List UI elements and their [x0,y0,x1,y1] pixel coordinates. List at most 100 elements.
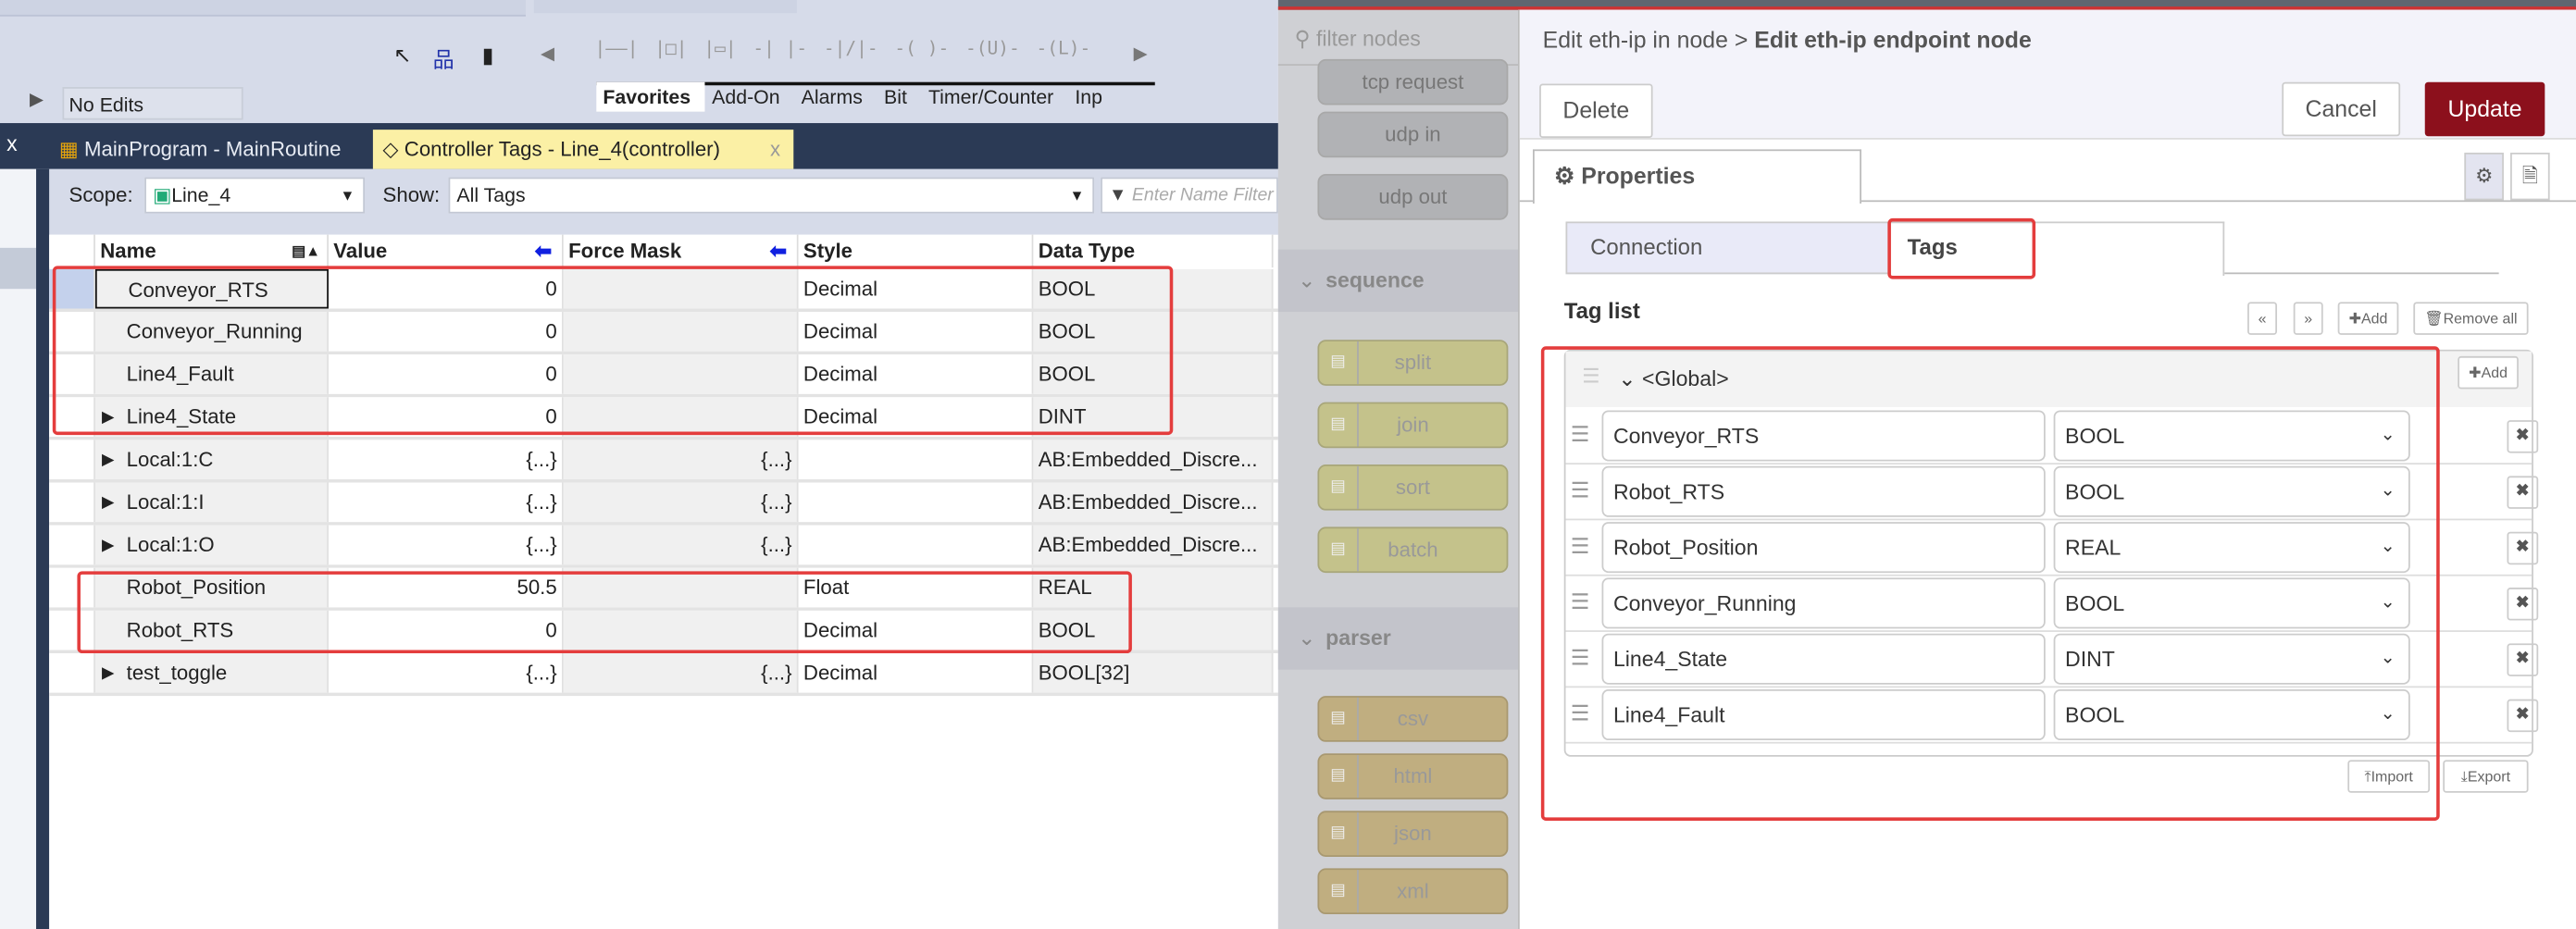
ladder-instruction-icon[interactable]: -( )- [894,37,950,59]
expand-triangle-icon[interactable]: ▶ [102,408,115,427]
palette-tab[interactable]: Add-On [712,85,780,109]
cell-value[interactable]: {...} [328,440,564,479]
cell-value[interactable]: 0 [328,397,564,437]
cell-style[interactable]: Decimal [798,397,1034,437]
tag-name-input[interactable]: Line4_State [1601,633,2046,685]
breadcrumb[interactable]: Edit eth-ip in node > [1542,26,1748,53]
ladder-instruction-icon[interactable]: |——| [594,37,639,59]
group-header[interactable]: ☰ ⌄ <Global> ✚Add [1565,351,2532,407]
drag-handle-icon[interactable]: ☰ [1570,588,1590,614]
tab-tags[interactable]: Tags [1889,221,2225,277]
palette-node[interactable]: tcp request [1317,58,1509,105]
table-row[interactable]: Line4_State 0 Decimal DINT ▶ [49,397,1278,440]
palette-tab[interactable]: Favorites [596,81,706,112]
tag-type-select[interactable]: BOOL ⌄ [2053,689,2410,741]
tag-type-select[interactable]: REAL ⌄ [2053,522,2410,574]
controller-icon[interactable]: ▮ [481,43,494,68]
sort-ascending-icon[interactable]: ▤▲ [292,242,321,260]
ladder-instruction-icon[interactable]: -| |- [753,37,808,59]
remove-tag-button[interactable]: ✖ [2507,643,2539,676]
cell-style[interactable]: Decimal [798,610,1034,650]
palette-node[interactable]: ▤ csv [1317,696,1509,742]
expand-triangle-icon[interactable]: ▶ [102,537,115,555]
tag-name-input[interactable]: Conveyor_RTS [1601,410,2046,462]
cell-value[interactable]: {...} [328,653,564,693]
pane-divider[interactable] [36,168,50,929]
drag-handle-icon[interactable]: ☰ [1570,645,1590,670]
tag-type-select[interactable]: BOOL ⌄ [2053,577,2410,629]
cell-style[interactable] [798,440,1034,479]
ladder-instruction-icon[interactable]: -|/|- [823,37,878,59]
document-icon[interactable]: 🗎 [2510,152,2550,201]
tab-controller-tags[interactable]: ◇ Controller Tags - Line_4(controller) x [372,130,794,169]
expand-all-icon[interactable]: » [2293,302,2323,335]
scroll-left-icon[interactable]: ◀ [540,43,554,65]
tag-name-input[interactable]: Robot_Position [1601,522,2046,574]
column-style[interactable]: Style [798,234,1034,268]
cell-style[interactable] [798,482,1034,523]
tab-properties[interactable]: ⚙ Properties [1532,149,1861,204]
column-data-type[interactable]: Data Type [1033,234,1274,268]
update-button[interactable]: Update [2424,81,2545,137]
table-row[interactable]: test_toggle {...} {...} Decimal BOOL[32] ▶ [49,653,1278,697]
column-value[interactable]: Value ⬅ [328,234,564,268]
cell-style[interactable]: Decimal [798,312,1034,352]
cell-style[interactable] [798,525,1034,565]
palette-tab[interactable]: Bit [884,85,907,109]
expand-triangle-icon[interactable]: ▶ [102,664,115,683]
cell-style[interactable]: Float [798,567,1034,608]
palette-node[interactable]: ▤ html [1317,753,1509,799]
collapse-all-icon[interactable]: « [2247,302,2278,335]
drag-handle-icon[interactable]: ☰ [1570,477,1590,502]
scope-dropdown[interactable]: ▣Line_4 ▼ [144,177,366,214]
ladder-instruction-icon[interactable]: |□| [654,37,688,59]
palette-node[interactable]: ▤ json [1317,811,1509,857]
palette-node[interactable]: ▤ sort [1317,464,1509,511]
cell-value[interactable]: 0 [328,312,564,352]
cell-value[interactable]: {...} [328,525,564,565]
close-tab-icon[interactable]: x [769,138,781,161]
palette-node[interactable]: ▤ join [1317,402,1509,449]
cell-value[interactable]: 50.5 [328,567,564,608]
drag-handle-icon[interactable]: ☰ [1582,364,1600,388]
show-dropdown[interactable]: All Tags ▼ [448,177,1095,214]
group-title[interactable]: ⌄ <Global> [1618,366,1728,392]
drag-handle-icon[interactable]: ☰ [1570,700,1590,726]
column-force-mask[interactable]: Force Mask ⬅ [563,234,799,268]
tab-connection[interactable]: Connection [1565,221,1890,275]
name-filter-input[interactable]: ▼ Enter Name Filter [1101,177,1278,214]
filter-nodes-input[interactable]: ⚲ filter nodes [1277,13,1519,66]
palette-category[interactable]: ⌄ sequence [1277,249,1519,313]
remove-tag-button[interactable]: ✖ [2507,588,2539,621]
ladder-instruction-icon[interactable]: |▭| [703,37,737,59]
remove-all-button[interactable]: 🗑Remove all [2413,302,2529,335]
cell-value[interactable]: 0 [328,354,564,394]
palette-node[interactable]: udp in [1317,111,1509,158]
palette-tab[interactable]: Timer/Counter [927,85,1054,109]
ladder-instruction-icon[interactable]: -(L)- [1036,37,1091,59]
pointer-icon[interactable]: ↖ [393,43,412,68]
mode-dropdown-icon[interactable]: ▶ [29,90,44,110]
remove-tag-button[interactable]: ✖ [2507,531,2539,565]
palette-tab[interactable]: Alarms [801,85,863,109]
table-row[interactable]: Conveyor_Running 0 Decimal BOOL [49,312,1278,355]
palette-node[interactable]: ▤ split [1317,340,1509,386]
palette-category[interactable]: ⌄ parser [1277,607,1519,670]
cell-value[interactable]: 0 [328,610,564,650]
palette-node[interactable]: udp out [1317,174,1509,220]
tag-name-input[interactable]: Robot_RTS [1601,465,2046,517]
table-row[interactable]: Conveyor_RTS 0 Decimal BOOL [49,268,1278,313]
remove-tag-button[interactable]: ✖ [2507,420,2539,453]
palette-node[interactable]: ▤ batch [1317,526,1509,574]
tag-name-input[interactable]: Conveyor_Running [1601,577,2046,629]
remove-tag-button[interactable]: ✖ [2507,699,2539,733]
column-name[interactable]: Name ▤▲ [94,234,329,268]
gear-icon[interactable]: ⚙ [2464,152,2504,201]
expand-triangle-icon[interactable]: ▶ [102,451,115,470]
export-button[interactable]: ⤓Export [2443,760,2529,793]
tag-type-select[interactable]: DINT ⌄ [2053,633,2410,685]
scroll-right-icon[interactable]: ▶ [1133,43,1148,65]
table-row[interactable]: Line4_Fault 0 Decimal BOOL [49,354,1278,398]
network-icon[interactable]: 品 [432,47,454,73]
table-row[interactable]: Local:1:I {...} {...} AB:Embedded_Discre...… [49,482,1278,526]
